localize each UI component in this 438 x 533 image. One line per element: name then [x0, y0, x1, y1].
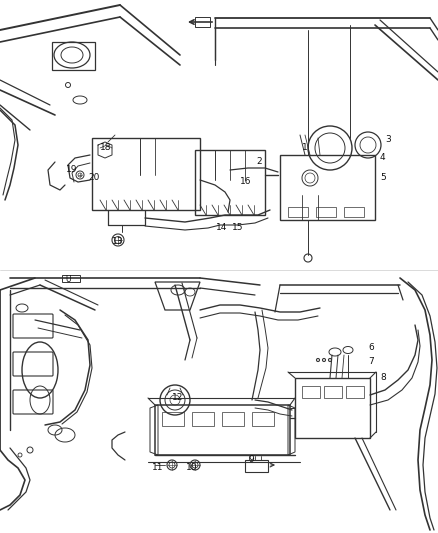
- Text: 16: 16: [240, 177, 251, 187]
- Text: 7: 7: [368, 358, 374, 367]
- Text: 8: 8: [380, 374, 386, 383]
- Text: 4: 4: [380, 154, 385, 163]
- Text: U: U: [65, 276, 71, 285]
- Text: 11: 11: [152, 464, 163, 472]
- Text: 14: 14: [216, 223, 227, 232]
- Text: 19: 19: [66, 166, 78, 174]
- Text: 9: 9: [248, 456, 254, 464]
- Text: 1: 1: [302, 143, 308, 152]
- Text: 3: 3: [385, 135, 391, 144]
- Text: 20: 20: [88, 174, 99, 182]
- Text: 18: 18: [100, 143, 112, 152]
- Text: 5: 5: [380, 174, 386, 182]
- Text: 12: 12: [172, 393, 184, 402]
- Text: 10: 10: [186, 464, 198, 472]
- Text: 2: 2: [256, 157, 261, 166]
- Text: 13: 13: [112, 238, 124, 246]
- Text: 6: 6: [368, 343, 374, 352]
- Text: 15: 15: [232, 223, 244, 232]
